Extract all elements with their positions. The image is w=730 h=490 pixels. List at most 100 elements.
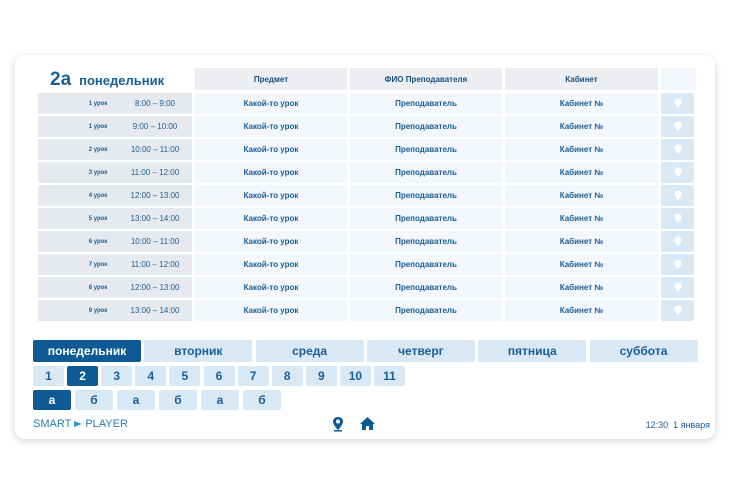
grade-button[interactable]: 7 [237,366,269,386]
cell-subject: Какой-то урок [195,185,347,206]
map-button[interactable] [661,93,694,114]
pin-icon [674,213,681,223]
map-button[interactable] [661,116,694,137]
pin-icon [674,121,681,131]
letter-button[interactable]: а [33,390,71,410]
day-tab[interactable]: пятница [478,340,587,362]
lesson-cell: 4 урок 12:00 – 13:00 [38,185,192,206]
pin-icon [674,282,681,292]
cell-room: Кабинет № [505,162,658,183]
cell-room: Кабинет № [505,208,658,229]
header-blank [661,68,696,90]
brand-icon [74,421,83,427]
lesson-time: 11:00 – 12:00 [130,260,180,269]
day-tab[interactable]: понедельник [33,340,141,362]
pin-icon [674,305,681,315]
map-button[interactable] [661,162,694,183]
lesson-time: 10:00 – 11:00 [130,237,180,246]
day-tab[interactable]: суббота [589,340,698,362]
cell-room: Кабинет № [505,93,658,114]
day-tab[interactable]: среда [255,340,364,362]
class-heading: 2а понедельник [38,68,192,92]
letter-button[interactable]: б [159,390,197,410]
lesson-time: 9:00 – 10:00 [132,122,178,131]
pin-icon [674,259,681,269]
map-button[interactable] [661,185,694,206]
map-button[interactable] [661,277,694,298]
brand-smart: SMART [33,418,72,430]
home-button[interactable] [360,417,375,430]
cell-room: Кабинет № [505,254,658,275]
lesson-cell: 1 урок 8:00 – 9:00 [38,93,192,114]
map-button[interactable] [661,300,694,321]
lesson-number: 3 урок [88,169,108,176]
lesson-time: 8:00 – 9:00 [134,99,176,108]
location-button[interactable] [332,416,344,432]
brand: SMART PLAYER [33,414,128,434]
grade-button[interactable]: 3 [101,366,133,386]
lesson-number: 9 урок [88,307,108,314]
date: 1 января [673,420,710,430]
column-header: ФИО Преподавателя [350,68,502,90]
grade-button[interactable]: 8 [271,366,303,386]
column-header: Кабинет [505,68,658,90]
lesson-number: 6 урок [88,238,108,245]
cell-subject: Какой-то урок [195,231,347,252]
lesson-number: 1 урок [88,123,108,130]
brand-player: PLAYER [85,418,128,430]
cell-room: Кабинет № [505,139,658,160]
grade-button[interactable]: 5 [169,366,201,386]
cell-room: Кабинет № [505,116,658,137]
lesson-time: 12:00 – 13:00 [130,191,180,200]
grade-button[interactable]: 11 [374,366,405,386]
day-tab[interactable]: четверг [366,340,475,362]
cell-teacher: Преподаватель [350,300,502,321]
map-button[interactable] [661,231,694,252]
letter-button[interactable]: а [117,390,155,410]
lesson-number: 1 урок [88,100,108,107]
column-header: Предмет [195,68,347,90]
grade-button[interactable]: 10 [339,366,371,386]
cell-teacher: Преподаватель [350,139,502,160]
lesson-number: 8 урок [88,284,108,291]
cell-subject: Какой-то урок [195,300,347,321]
lesson-cell: 7 урок 11:00 – 12:00 [38,254,192,275]
lesson-number: 4 урок [88,192,108,199]
pin-icon [674,190,681,200]
grade-button[interactable]: 4 [135,366,167,386]
pin-icon [674,236,681,246]
lesson-number: 7 урок [88,261,108,268]
map-button[interactable] [661,208,694,229]
cell-teacher: Преподаватель [350,185,502,206]
cell-subject: Какой-то урок [195,139,347,160]
cell-subject: Какой-то урок [195,277,347,298]
letter-button[interactable]: б [75,390,113,410]
day-tab[interactable]: вторник [144,340,253,362]
pin-icon [674,167,681,177]
map-button[interactable] [661,254,694,275]
class-name: 2а [50,69,72,90]
cell-subject: Какой-то урок [195,93,347,114]
lesson-time: 11:00 – 12:00 [130,168,180,177]
cell-teacher: Преподаватель [350,231,502,252]
lesson-cell: 1 урок 9:00 – 10:00 [38,116,192,137]
letter-button[interactable]: а [201,390,239,410]
lesson-time: 13:00 – 14:00 [130,214,180,223]
letter-button[interactable]: б [243,390,281,410]
map-button[interactable] [661,139,694,160]
cell-room: Кабинет № [505,185,658,206]
grade-button[interactable]: 2 [67,366,99,386]
grade-button[interactable]: 6 [203,366,235,386]
grade-button[interactable]: 1 [33,366,64,386]
lesson-time: 13:00 – 14:00 [130,306,180,315]
cell-teacher: Преподаватель [350,277,502,298]
cell-teacher: Преподаватель [350,254,502,275]
lesson-cell: 3 урок 11:00 – 12:00 [38,162,192,183]
grade-button[interactable]: 9 [305,366,337,386]
cell-teacher: Преподаватель [350,93,502,114]
lesson-cell: 5 урок 13:00 – 14:00 [38,208,192,229]
cell-subject: Какой-то урок [195,116,347,137]
time: 12:30 [645,420,669,430]
cell-teacher: Преподаватель [350,162,502,183]
